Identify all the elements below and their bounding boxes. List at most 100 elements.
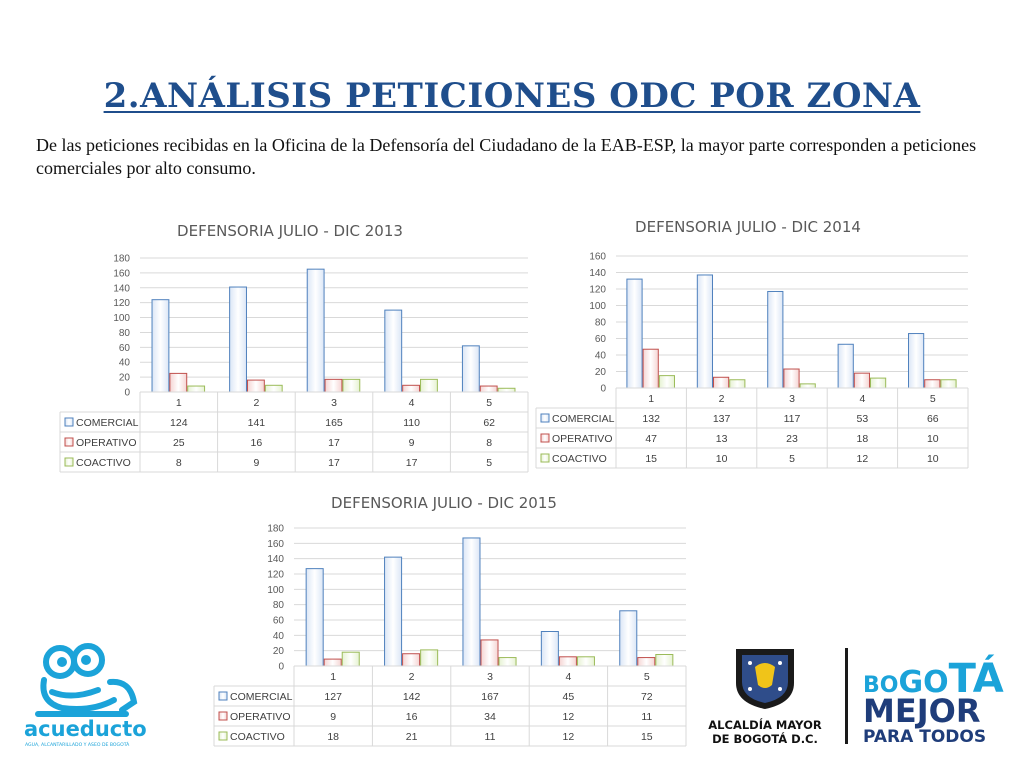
bar-operativo-3 [480, 639, 499, 667]
bar-coactivo-3 [342, 378, 361, 393]
legend-swatch-operativo [218, 711, 228, 721]
data-label: 5 [789, 453, 795, 465]
y-tick-label: 140 [113, 283, 130, 294]
legend-label: COMERCIAL [230, 691, 293, 703]
data-label: 142 [403, 691, 421, 703]
data-label: 16 [406, 711, 418, 723]
bar-coactivo-4 [576, 656, 595, 667]
data-label: 8 [176, 457, 182, 469]
category-label: 2 [719, 393, 725, 405]
y-tick-label: 0 [124, 388, 130, 399]
category-label: 1 [330, 671, 336, 683]
y-tick-label: 60 [119, 343, 131, 354]
bogota-word-part3: TÁ [949, 654, 1004, 702]
bar-operativo-3 [324, 378, 343, 393]
category-label: 3 [331, 397, 337, 409]
legend-swatch-operativo [64, 437, 74, 447]
legend-swatch-operativo [540, 433, 550, 443]
category-label: 1 [176, 397, 182, 409]
bar-operativo-4 [853, 372, 870, 389]
y-tick-label: 40 [119, 358, 131, 369]
data-label: 132 [642, 413, 660, 425]
logo-divider [845, 648, 848, 744]
y-tick-label: 100 [267, 585, 284, 596]
data-label: 117 [784, 413, 801, 425]
bar-coactivo-2 [420, 649, 439, 667]
y-tick-label: 120 [113, 298, 130, 309]
legend-label: OPERATIVO [552, 433, 612, 445]
chart-svg: DEFENSORIA JULIO - DIC 2014 0 20 40 60 80 100 1… [535, 218, 969, 469]
bar-coactivo-3 [498, 657, 517, 667]
bar-comercial-4 [540, 631, 559, 667]
data-label: 12 [857, 453, 869, 465]
legend-swatch-comercial [540, 413, 550, 423]
bar-comercial-5 [619, 610, 638, 667]
data-label: 9 [409, 437, 415, 449]
y-tick-label: 20 [273, 646, 285, 657]
data-label: 23 [786, 433, 798, 445]
bar-comercial-1 [626, 278, 643, 389]
para-todos-word: PARA TODOS [863, 727, 986, 747]
data-label: 13 [716, 433, 728, 445]
alcaldia-line1: ALCALDÍA MAYOR [708, 717, 822, 732]
bar-comercial-3 [306, 268, 325, 393]
bar-comercial-5 [461, 345, 480, 393]
intro-paragraph: De las peticiones recibidas en la Oficin… [36, 135, 977, 178]
y-tick-label: 180 [267, 524, 284, 535]
mejor-word: MEJOR [863, 692, 980, 730]
acueducto-tagline: AGUA, ALCANTARILLADO Y ASEO DE BOGOTÁ [25, 741, 130, 748]
category-label: 4 [409, 397, 415, 409]
bogota-word-part1: BO [863, 673, 898, 698]
bar-comercial-5 [908, 333, 925, 389]
data-label: 10 [927, 453, 939, 465]
bar-coactivo-5 [940, 379, 957, 389]
acueducto-wordmark: acueducto [24, 717, 147, 741]
bar-operativo-1 [323, 658, 342, 667]
y-tick-label: 40 [595, 351, 607, 362]
chart-2015: DEFENSORIA JULIO - DIC 2015 0 20 40 60 80 100 1… [212, 490, 690, 752]
data-label: 18 [327, 731, 339, 743]
bar-coactivo-1 [341, 651, 360, 667]
data-label: 34 [484, 711, 496, 723]
y-tick-label: 100 [113, 313, 130, 324]
frog-icon [35, 643, 138, 717]
category-label: 4 [565, 671, 571, 683]
y-tick-label: 60 [273, 616, 285, 627]
y-tick-label: 20 [595, 367, 607, 378]
data-label: 53 [857, 413, 869, 425]
y-tick-label: 160 [113, 268, 130, 279]
bar-operativo-4 [558, 656, 577, 667]
data-label: 127 [324, 691, 342, 703]
data-label: 62 [483, 417, 495, 429]
data-label: 167 [481, 691, 499, 703]
y-tick-label: 20 [119, 373, 131, 384]
category-label: 2 [253, 397, 259, 409]
bogota-mejor-logo: BOGOTÁ MEJOR PARA TODOS [845, 648, 1004, 747]
bar-comercial-2 [229, 286, 247, 393]
bar-coactivo-1 [187, 385, 206, 393]
data-label: 66 [927, 413, 939, 425]
data-label: 10 [716, 453, 728, 465]
legend-swatch-comercial [64, 417, 74, 427]
legend-label: OPERATIVO [230, 711, 290, 723]
data-label: 12 [563, 731, 575, 743]
bar-comercial-2 [696, 274, 714, 389]
chart-svg: DEFENSORIA JULIO - DIC 2013 0 20 40 60 80 100 1… [59, 222, 529, 473]
bar-coactivo-1 [658, 375, 675, 389]
data-label: 15 [645, 453, 657, 465]
y-tick-label: 100 [589, 301, 606, 312]
legend-swatch-coactivo [540, 453, 550, 463]
category-label: 5 [930, 393, 936, 405]
bar-comercial-4 [837, 343, 854, 389]
category-label: 5 [644, 671, 650, 683]
y-tick-label: 80 [119, 328, 131, 339]
bogota-word-part2: GO [898, 665, 948, 700]
data-label: 124 [170, 417, 188, 429]
bar-comercial-3 [767, 290, 784, 389]
y-tick-label: 40 [273, 631, 285, 642]
bar-comercial-2 [384, 556, 403, 667]
bar-comercial-1 [151, 299, 170, 393]
data-label: 47 [645, 433, 657, 445]
category-label: 4 [859, 393, 865, 405]
data-label: 141 [248, 417, 266, 429]
